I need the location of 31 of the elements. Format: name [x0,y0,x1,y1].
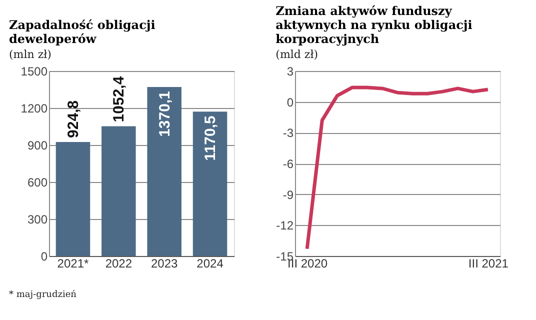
bar [192,112,228,256]
y-tick-label: 1200 [20,102,48,116]
y-tick-label: 0 [286,95,294,110]
y-tick-label: 3 [286,64,294,78]
x-tick-label: 2023 [150,256,178,270]
chart-title: Zmiana aktywów funduszy aktywnych na rynku obligacji korporacyjnych [276,4,473,46]
y-tick-label: -3 [282,126,294,140]
y-tick-label: 900 [27,138,48,152]
data-label: 1170,5 [202,116,220,161]
y-tick-label: -9 [282,188,294,202]
line-series [305,86,490,251]
x-tick-label: 2024 [196,256,224,270]
data-label: 1052,4 [110,76,128,122]
x-tick-label: 2021* [57,256,89,270]
data-label: 1370,1 [156,91,174,137]
y-tick-label: 600 [27,176,48,190]
x-tick-label: 2022 [105,256,132,270]
y-tick-label: 300 [27,212,48,226]
y-tick-label: -6 [282,157,294,171]
data-label: 924,8 [64,100,82,138]
text: * maj-grudzień [9,290,77,300]
y-tick-label: 1500 [20,64,48,78]
y-tick-label: 0 [40,250,48,264]
chart-subtitle: (mld zł) [276,48,318,61]
bar [102,126,136,256]
x-tick-label: III 2021 [468,256,509,270]
bar [56,142,90,256]
bar [147,87,182,256]
y-tick-label: -12 [276,218,294,233]
chart-subtitle: (mln zł) [9,48,52,61]
chart-title: Zapadalność obligacji deweloperów [9,18,156,46]
